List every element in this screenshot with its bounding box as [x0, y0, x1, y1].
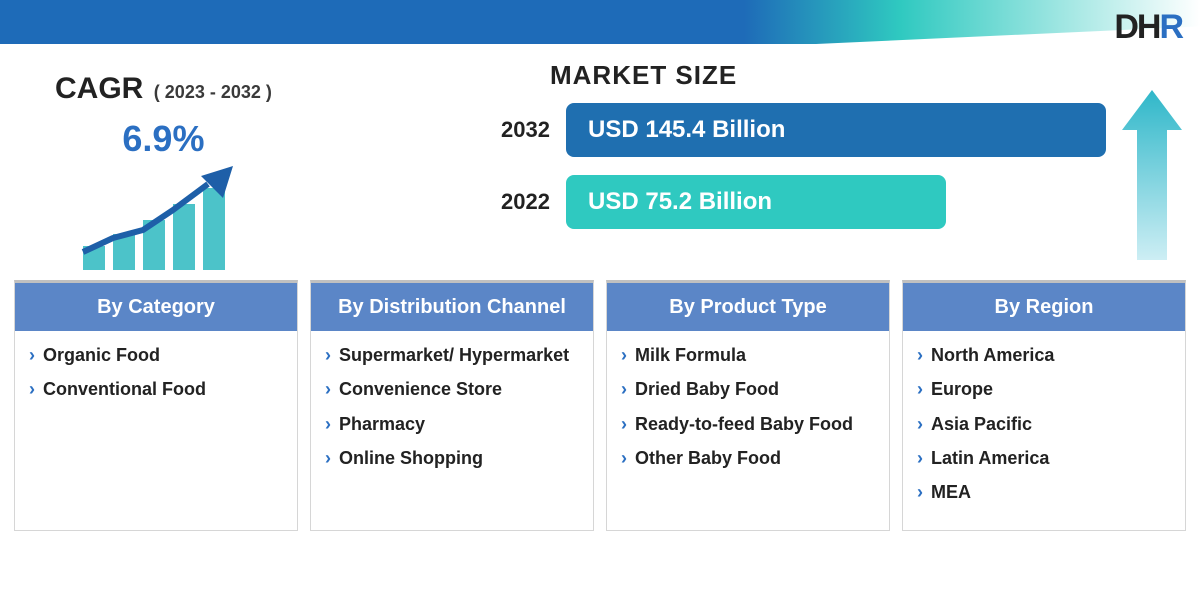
market-size-bar-row: 2032 USD 145.4 Billion [480, 103, 1170, 157]
segment-item: › Organic Food [29, 343, 283, 367]
segment-item-label: Other Baby Food [635, 446, 781, 470]
segment-item-label: Dried Baby Food [635, 377, 779, 401]
chevron-icon: › [325, 377, 331, 401]
segment-column: By Region › North America › Europe › Asia Paci… [902, 280, 1186, 531]
segment-item-label: MEA [931, 480, 971, 504]
market-size-bar: USD 75.2 Billion [566, 175, 946, 229]
chevron-icon: › [29, 377, 35, 401]
segment-item: › Dried Baby Food [621, 377, 875, 401]
bar-year: 2032 [480, 117, 550, 143]
segment-item: › Supermarket/ Hypermarket [325, 343, 579, 367]
segment-item: › Online Shopping [325, 446, 579, 470]
chevron-icon: › [325, 446, 331, 470]
segment-item-label: Asia Pacific [931, 412, 1032, 436]
segment-item: › Europe [917, 377, 1171, 401]
chevron-icon: › [621, 343, 627, 367]
market-size-title: MARKET SIZE [550, 60, 1170, 91]
segment-item: › Asia Pacific [917, 412, 1171, 436]
segment-item-label: Convenience Store [339, 377, 502, 401]
segment-item: › Convenience Store [325, 377, 579, 401]
market-size-bar-row: 2022 USD 75.2 Billion [480, 175, 1170, 229]
bar-year: 2022 [480, 189, 550, 215]
segment-item-label: Supermarket/ Hypermarket [339, 343, 569, 367]
market-size-bar: USD 145.4 Billion [566, 103, 1106, 157]
segment-item-label: Conventional Food [43, 377, 206, 401]
segment-item-label: Europe [931, 377, 993, 401]
market-size-block: MARKET SIZE 2032 USD 145.4 Billion 2022 USD… [480, 60, 1170, 247]
top-banner [0, 0, 1200, 44]
logo-main: DH [1114, 8, 1159, 46]
chevron-icon: › [325, 412, 331, 436]
up-arrow-icon [1122, 90, 1182, 260]
cagr-range: ( 2023 - 2032 ) [154, 82, 272, 102]
chevron-icon: › [621, 377, 627, 401]
segment-item: › Milk Formula [621, 343, 875, 367]
chevron-icon: › [325, 343, 331, 367]
segments-row: By Category › Organic Food › Conventional Fo… [14, 280, 1186, 531]
cagr-value: 6.9% [55, 118, 272, 160]
logo-accent: R [1159, 8, 1182, 46]
chart-bars [83, 188, 225, 270]
segment-item-label: Organic Food [43, 343, 160, 367]
growth-chart-icon [73, 166, 253, 276]
segment-header: By Product Type [607, 283, 889, 331]
segment-header: By Distribution Channel [311, 283, 593, 331]
segment-item-label: Online Shopping [339, 446, 483, 470]
segment-item: › Latin America [917, 446, 1171, 470]
segment-item: › Other Baby Food [621, 446, 875, 470]
segment-body: › North America › Europe › Asia Pacific › Latin… [903, 331, 1185, 530]
cagr-title: CAGR [55, 72, 143, 106]
chevron-icon: › [917, 446, 923, 470]
segment-item-label: Pharmacy [339, 412, 425, 436]
chevron-icon: › [917, 343, 923, 367]
chevron-icon: › [621, 446, 627, 470]
segment-body: › Organic Food › Conventional Food [15, 331, 297, 428]
segment-item-label: North America [931, 343, 1054, 367]
segment-column: By Category › Organic Food › Conventional Fo… [14, 280, 298, 531]
segment-item-label: Ready-to-feed Baby Food [635, 412, 853, 436]
segment-item: › Pharmacy [325, 412, 579, 436]
segment-body: › Milk Formula › Dried Baby Food › Ready-to-f… [607, 331, 889, 496]
segment-item: › MEA [917, 480, 1171, 504]
segment-header: By Category [15, 283, 297, 331]
cagr-block: CAGR ( 2023 - 2032 ) 6.9% [55, 72, 272, 281]
segment-column: By Distribution Channel › Supermarket/ Hyp… [310, 280, 594, 531]
segment-item-label: Latin America [931, 446, 1049, 470]
segment-body: › Supermarket/ Hypermarket › Convenience St… [311, 331, 593, 496]
segment-item-label: Milk Formula [635, 343, 746, 367]
segment-item: › Ready-to-feed Baby Food [621, 412, 875, 436]
chevron-icon: › [917, 480, 923, 504]
segment-column: By Product Type › Milk Formula › Dried Baby … [606, 280, 890, 531]
chevron-icon: › [29, 343, 35, 367]
chevron-icon: › [917, 377, 923, 401]
segment-header: By Region [903, 283, 1185, 331]
chevron-icon: › [621, 412, 627, 436]
segment-item: › Conventional Food [29, 377, 283, 401]
logo: DHR [1114, 8, 1182, 47]
segment-item: › North America [917, 343, 1171, 367]
chevron-icon: › [917, 412, 923, 436]
